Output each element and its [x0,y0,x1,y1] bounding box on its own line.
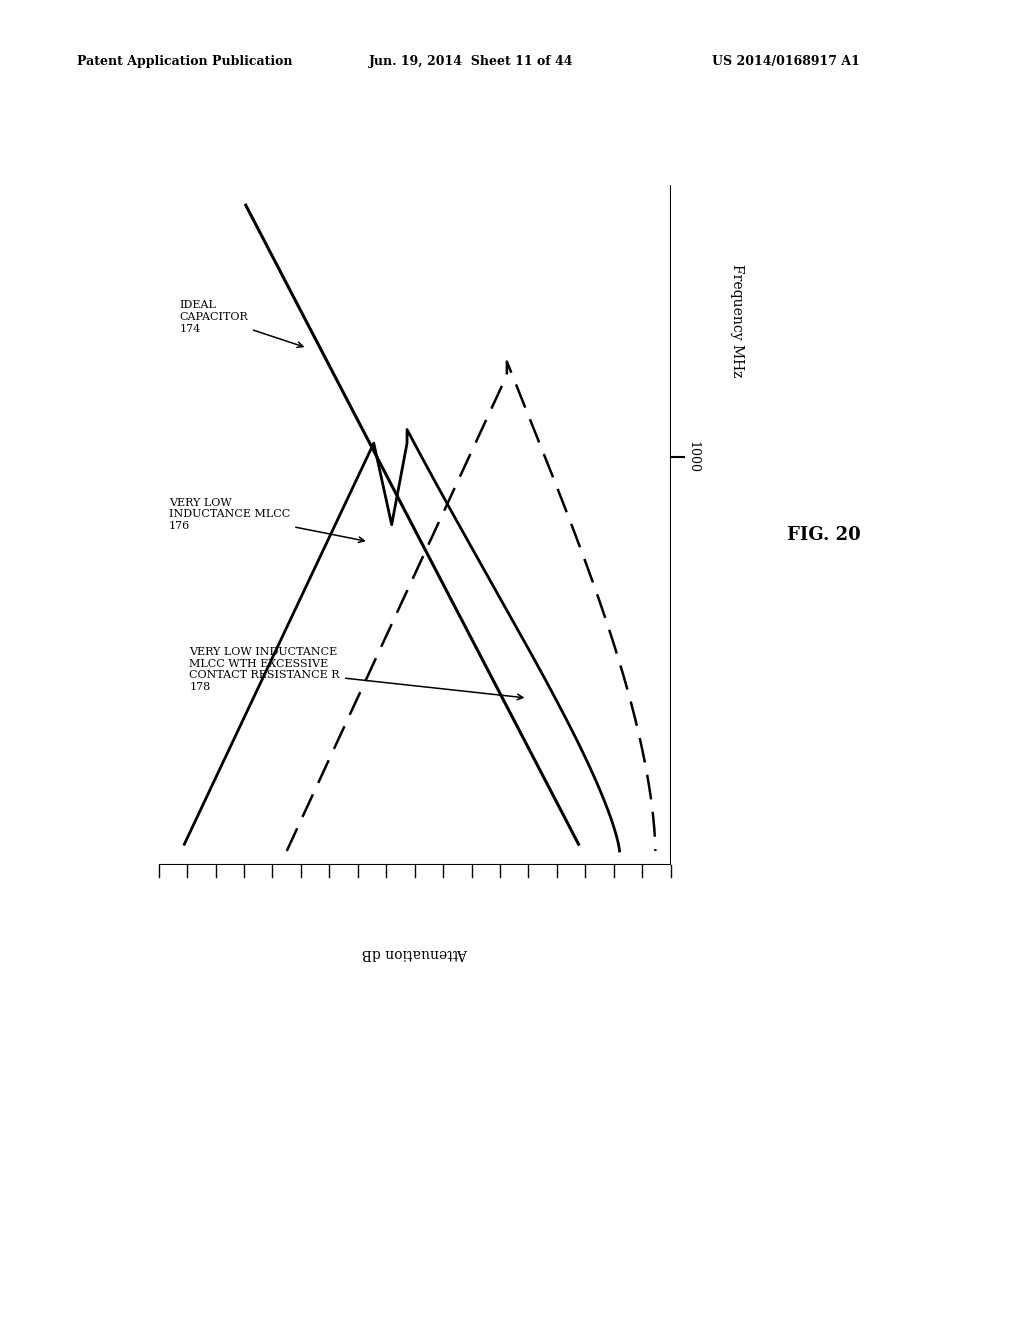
Text: VERY LOW INDUCTANCE
MLCC WTH EXCESSIVE
CONTACT RESISTANCE R
178: VERY LOW INDUCTANCE MLCC WTH EXCESSIVE C… [189,647,523,700]
Text: VERY LOW
INDUCTANCE MLCC
176: VERY LOW INDUCTANCE MLCC 176 [169,498,365,543]
Text: Patent Application Publication: Patent Application Publication [77,55,292,69]
Text: Attenuation dB: Attenuation dB [361,946,468,960]
Text: FIG. 20: FIG. 20 [787,525,861,544]
Text: Frequency MHz: Frequency MHz [730,264,744,378]
Text: Jun. 19, 2014  Sheet 11 of 44: Jun. 19, 2014 Sheet 11 of 44 [369,55,573,69]
Text: US 2014/0168917 A1: US 2014/0168917 A1 [712,55,859,69]
Text: 1000: 1000 [686,441,699,473]
Text: IDEAL
CAPACITOR
174: IDEAL CAPACITOR 174 [179,301,303,347]
